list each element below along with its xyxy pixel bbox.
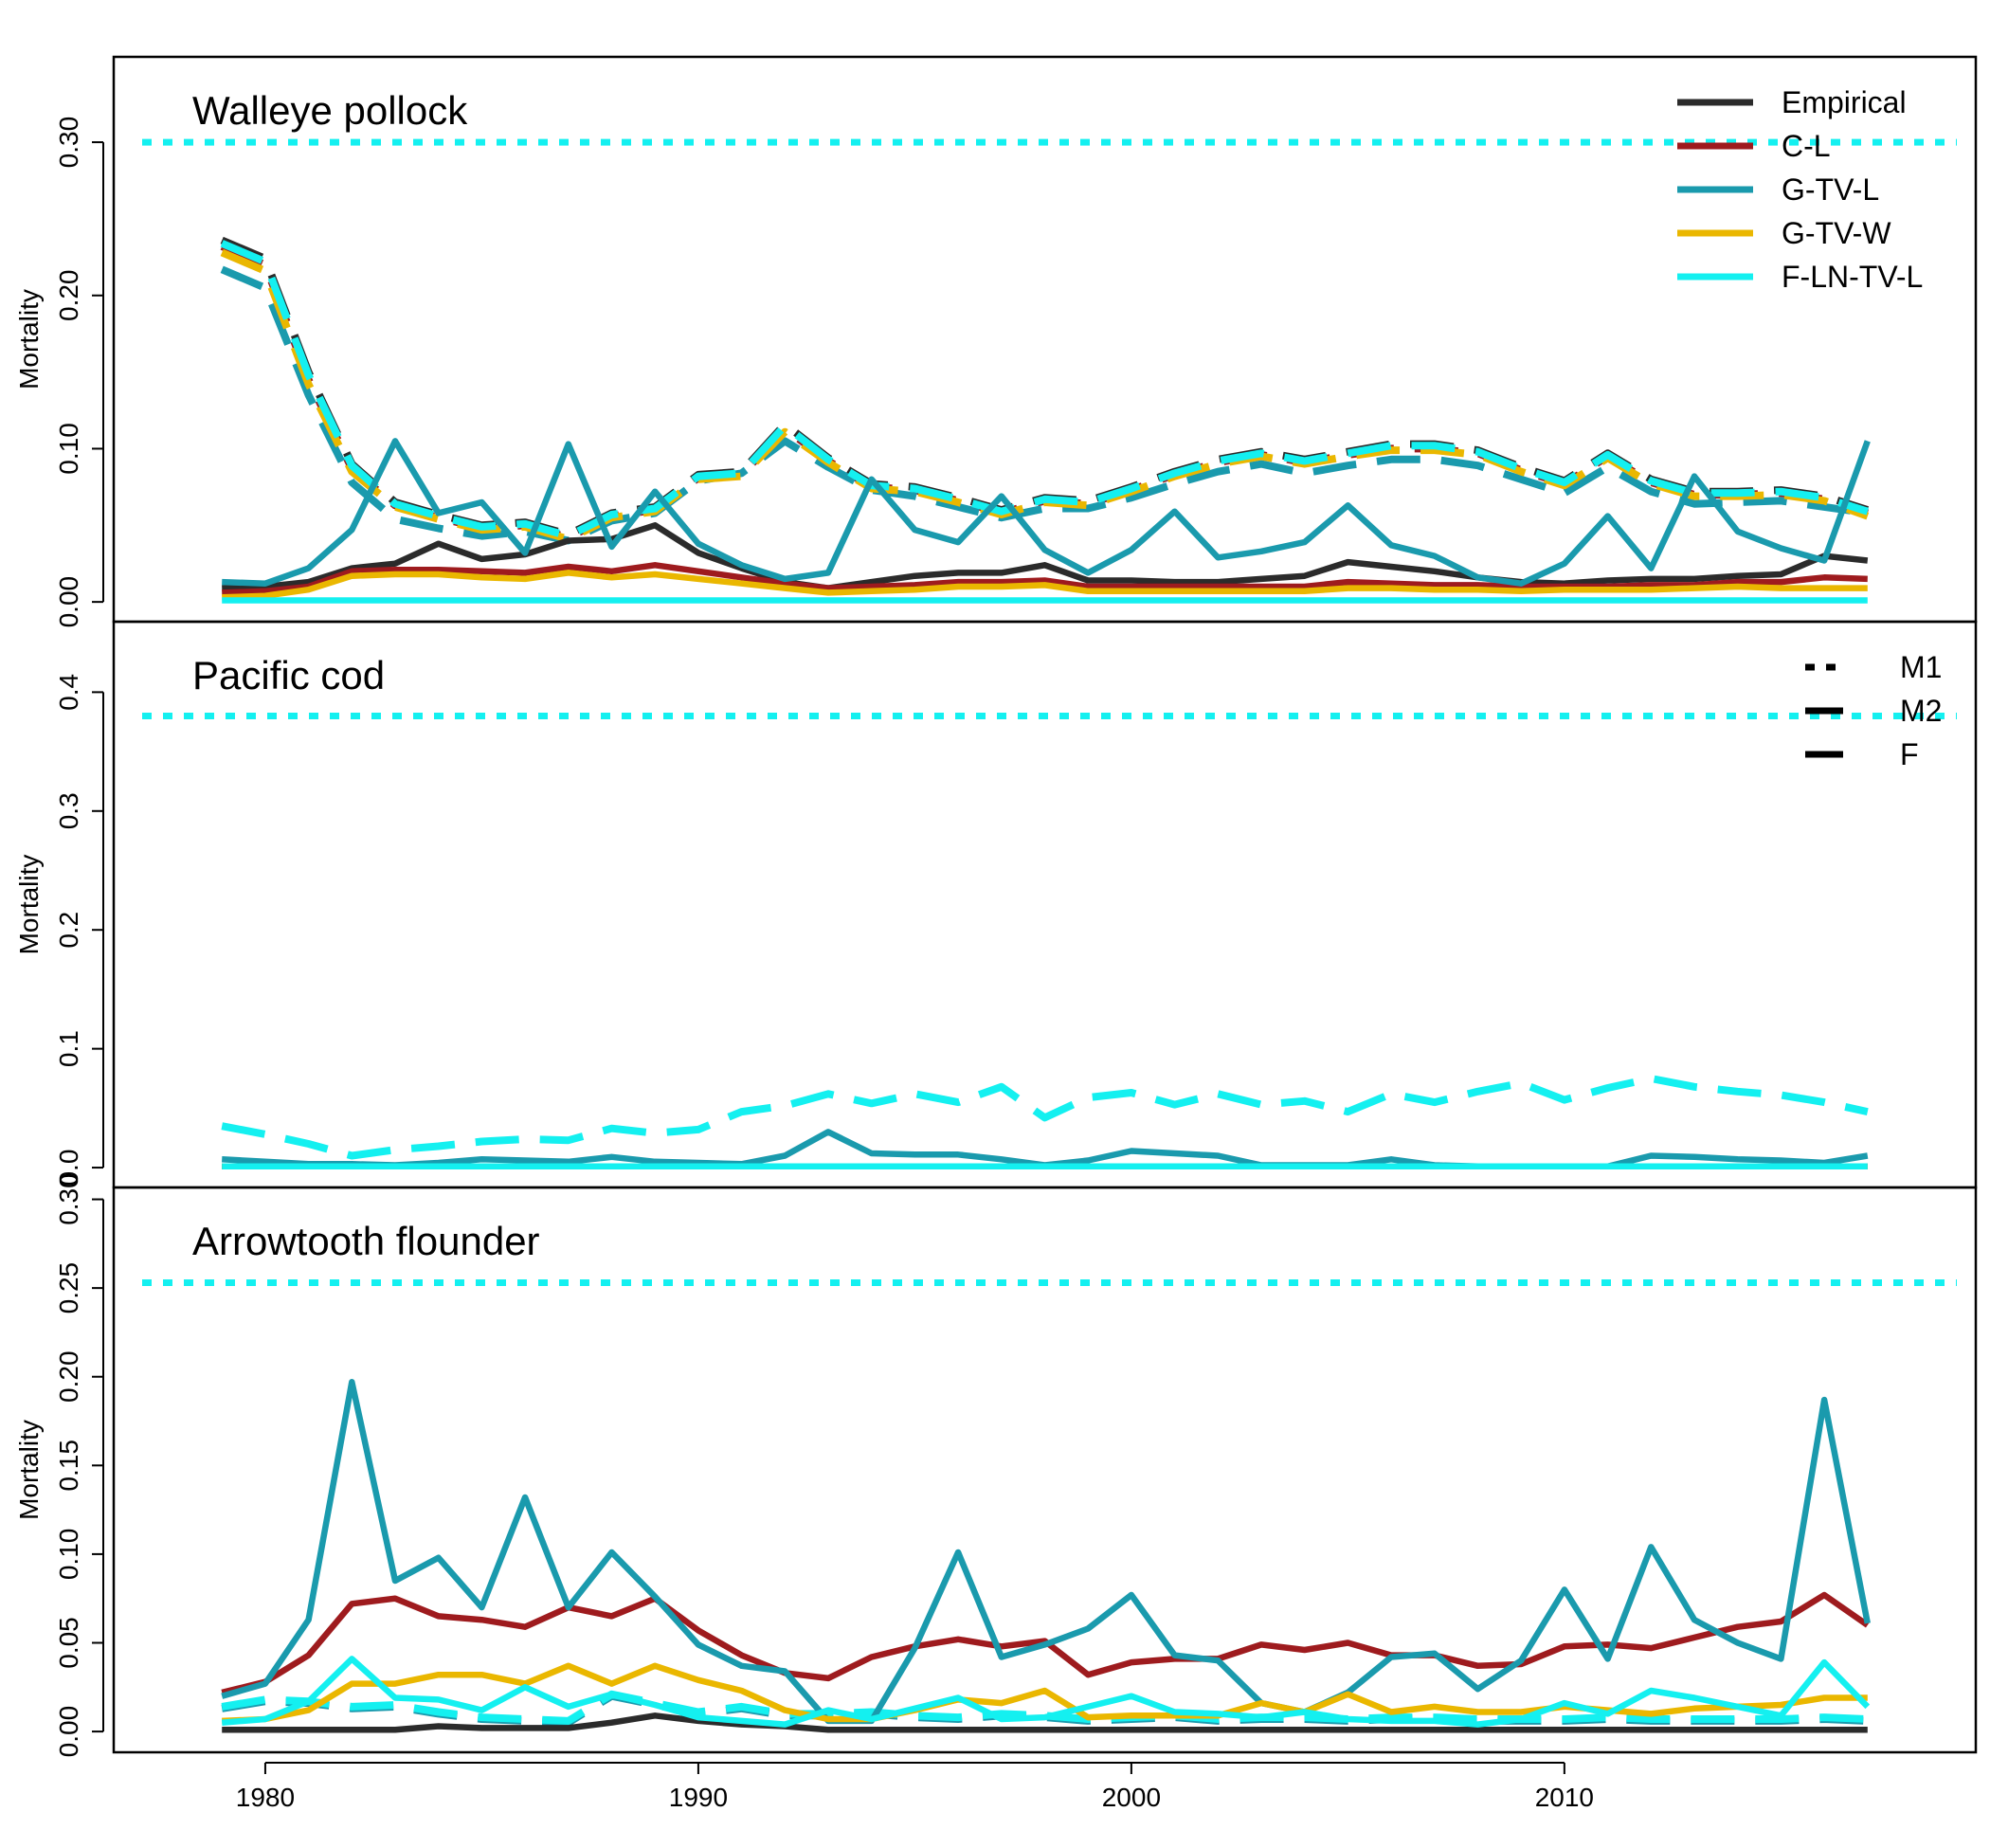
- series-f-ln-tv-l-f: [221, 1690, 1868, 1725]
- panel-title: Walleye pollock: [192, 88, 468, 133]
- y-tick-label: 0.30: [54, 117, 83, 169]
- series-g-tv-l-m2: [222, 438, 1871, 587]
- legend: M1 M2 F: [1805, 650, 1942, 771]
- series-g-tv-l-m2: [221, 1379, 1871, 1725]
- y-tick-label: 0.20: [54, 1350, 83, 1403]
- legend-label: F: [1900, 737, 1919, 771]
- y-axis-label: Mortality: [14, 855, 44, 955]
- y-tick-label: 0.1: [54, 1030, 83, 1067]
- series-g-tv-l-m2: [222, 1129, 1869, 1170]
- y-tick-label: 0.20: [54, 270, 83, 322]
- y-axis-label: Mortality: [14, 1420, 44, 1520]
- legend-label: M1: [1900, 650, 1942, 684]
- legend-label: C-L: [1782, 129, 1831, 163]
- y-axis-label: Mortality: [14, 289, 44, 390]
- y-tick-label: 0.05: [54, 1617, 83, 1669]
- series-g-tv-w-m2: [222, 1662, 1868, 1725]
- series-g-tv-w-m2: [222, 570, 1868, 601]
- legend-label: Empirical: [1782, 85, 1907, 119]
- panel-arrowtooth-flounder: 0.00 0.05 0.10 0.15 0.20 0.25 0.30 Mortality Arr…: [14, 1173, 1978, 1758]
- x-tick-label: 1990: [669, 1783, 728, 1812]
- legend-label: G-TV-W: [1782, 216, 1891, 250]
- y-tick-label: 0.00: [54, 1706, 83, 1758]
- legend: Empirical C-L G-TV-L G-TV-W F-LN-TV-L: [1677, 85, 1923, 294]
- legend-label: M2: [1900, 694, 1942, 728]
- y-tick-label: 0.15: [54, 1440, 83, 1492]
- series-empirical-m2: [222, 1712, 1868, 1733]
- panel-frame: [112, 1186, 1978, 1754]
- panel-title: Arrowtooth flounder: [192, 1219, 540, 1263]
- y-tick-label: 0.00: [54, 576, 83, 628]
- series-empirical-f: [220, 236, 1870, 538]
- y-tick-label: 0.10: [54, 423, 83, 475]
- y-tick-label: 0.0: [54, 1150, 83, 1187]
- x-tick-label: 2000: [1102, 1783, 1161, 1812]
- y-tick-label: 0.2: [54, 912, 83, 949]
- y-tick-label: 0.30: [54, 1173, 83, 1225]
- y-tick-label: 0.4: [54, 674, 83, 711]
- series-c-l-f: [220, 243, 1870, 542]
- series-empirical-m2: [222, 522, 1869, 591]
- series-g-tv-l-f: [220, 265, 1869, 545]
- y-tick-label: 0.3: [54, 792, 83, 829]
- legend-label: F-LN-TV-L: [1782, 260, 1923, 294]
- panel-pacific-cod: 0.0 0.1 0.2 0.3 0.4 Mortality Pacific cod M1 M2 F: [14, 620, 1978, 1189]
- panel-walleye-pollock: 0.00 0.10 0.20 0.30 Mortality Walleye pollock…: [14, 55, 1978, 628]
- x-axis: 1980 1990 2000 2010: [236, 1762, 1594, 1812]
- panel-frame: [112, 620, 1978, 1189]
- y-tick-label: 0.25: [54, 1262, 83, 1314]
- legend-label: G-TV-L: [1782, 172, 1879, 207]
- x-tick-label: 2010: [1535, 1783, 1594, 1812]
- series-c-l-m2: [221, 1591, 1870, 1696]
- series-f-ln-tv-l-f: [221, 1075, 1869, 1160]
- x-tick-label: 1980: [236, 1783, 295, 1812]
- panel-title: Pacific cod: [192, 653, 385, 698]
- series-f-ln-tv-l-f: [220, 240, 1870, 540]
- y-tick-label: 0.10: [54, 1529, 83, 1581]
- series-f-ln-tv-l-m2: [221, 1656, 1871, 1728]
